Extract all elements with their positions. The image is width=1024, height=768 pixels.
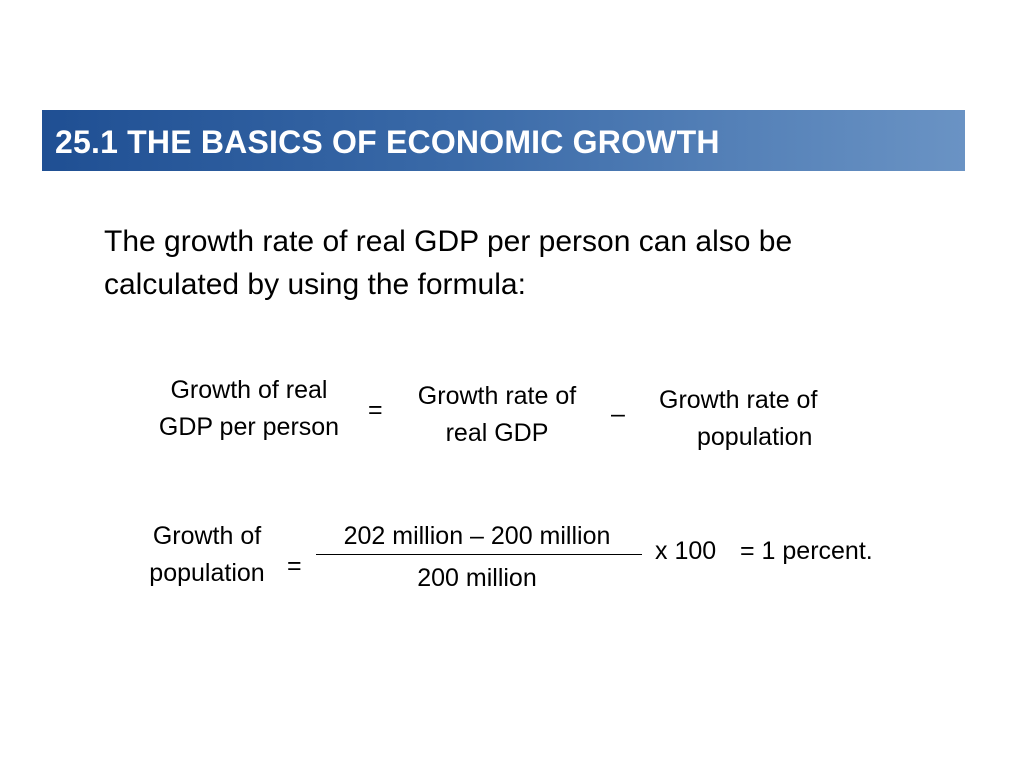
formula2-result: = 1 percent. (740, 537, 873, 565)
formula2-lhs-line2: population (149, 559, 265, 587)
formula1-lhs-line2: GDP per person (158, 413, 340, 441)
formula2-equals: = (287, 552, 302, 580)
fraction-bar (316, 554, 642, 555)
formula1-lhs: Growth of real GDP per person (140, 372, 358, 446)
formula1-lhs-line1: Growth of real (170, 376, 328, 404)
formula1-term1-line1: Growth rate of (417, 382, 577, 410)
formula2-lhs: Growth of population (132, 518, 282, 592)
formula2-multiplier: x 100 (655, 537, 717, 565)
formula1-minus: – (611, 400, 625, 428)
formula1-term2-line2: population (697, 423, 813, 451)
slide-title: 25.1 THE BASICS OF ECONOMIC GROWTH (55, 124, 720, 160)
formula2-denominator: 200 million (417, 564, 537, 592)
title-banner: 25.1 THE BASICS OF ECONOMIC GROWTH (42, 110, 965, 171)
formula1-term-population: Growth rate of population (659, 382, 817, 456)
formula1-term1-line2: real GDP (445, 419, 549, 447)
formula1-term-real-gdp: Growth rate of real GDP (398, 378, 596, 452)
intro-text: The growth rate of real GDP per person c… (104, 225, 793, 301)
formula1-term2-line1: Growth rate of (659, 386, 818, 414)
formula1-equals: = (368, 396, 383, 424)
formula2-numerator: 202 million – 200 million (343, 522, 611, 550)
formula2-lhs-line1: Growth of (152, 522, 262, 550)
